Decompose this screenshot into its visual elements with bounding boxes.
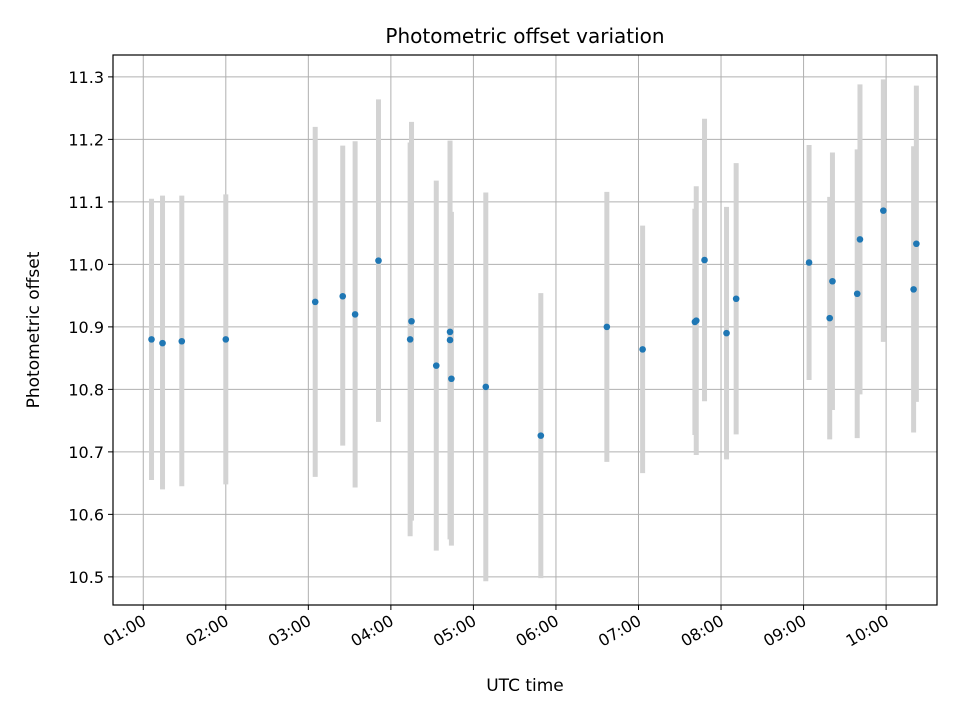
- y-tick-label: 11.0: [68, 255, 104, 274]
- data-point: [723, 329, 730, 337]
- data-point: [856, 236, 864, 243]
- data-point: [732, 295, 740, 303]
- data-point: [692, 317, 700, 324]
- plot-frame: [112, 54, 938, 606]
- data-point: [446, 336, 454, 344]
- data-point: [375, 257, 382, 264]
- data-point: [639, 346, 646, 353]
- chart-title: Photometric offset variation: [385, 24, 664, 48]
- data-point: [339, 292, 347, 300]
- data-point: [603, 323, 611, 331]
- y-tick-label: 11.1: [68, 193, 104, 212]
- data-point: [853, 290, 861, 298]
- data-point: [446, 328, 454, 336]
- y-axis-ticks: 10.5 10.6 10.7 10.8 10.9 11.0 11.1 11.2 11.3: [68, 68, 113, 587]
- y-tick-label: 11.2: [68, 130, 104, 149]
- data-point: [311, 298, 319, 306]
- data-point: [913, 240, 920, 248]
- grid: [113, 55, 937, 605]
- y-tick-label: 10.5: [68, 568, 104, 587]
- data-point: [482, 383, 490, 391]
- data-points: [148, 207, 920, 439]
- y-tick-label: 10.6: [68, 505, 104, 524]
- data-point: [222, 336, 230, 343]
- y-axis-label: Photometric offset: [24, 251, 44, 408]
- y-tick-label: 10.7: [68, 443, 104, 462]
- data-point: [178, 337, 186, 345]
- data-point: [805, 259, 813, 266]
- data-point: [148, 336, 155, 343]
- data-point: [880, 207, 887, 214]
- data-point: [406, 336, 414, 343]
- data-point: [910, 286, 917, 293]
- y-tick-label: 11.3: [68, 68, 104, 87]
- data-point: [159, 339, 166, 347]
- data-point: [537, 432, 545, 439]
- data-point: [448, 375, 455, 383]
- x-axis-label: UTC time: [486, 676, 564, 696]
- data-point: [826, 314, 834, 322]
- y-tick-label: 10.9: [68, 318, 104, 337]
- data-point: [432, 362, 440, 369]
- y-tick-label: 10.8: [68, 380, 104, 399]
- data-point: [351, 311, 359, 318]
- data-point: [701, 256, 708, 264]
- data-point: [829, 277, 836, 285]
- data-point: [408, 317, 415, 325]
